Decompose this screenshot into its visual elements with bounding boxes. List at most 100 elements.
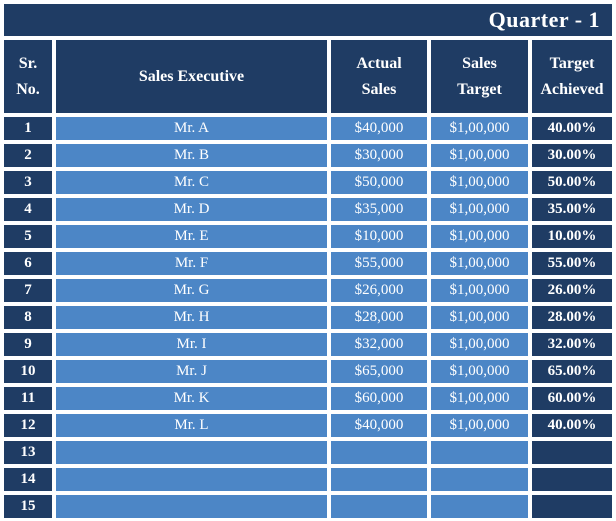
cell-target-achieved[interactable]: 35.00% — [532, 198, 613, 221]
cell-sr[interactable]: 15 — [4, 495, 52, 518]
cell-sr[interactable]: 5 — [4, 225, 52, 248]
cell-sr[interactable]: 8 — [4, 306, 52, 329]
cell-actual-sales[interactable] — [331, 468, 427, 491]
cell-actual-sales[interactable]: $65,000 — [331, 360, 427, 383]
cell-sales-target[interactable] — [431, 441, 528, 464]
cell-sales-target[interactable]: $1,00,000 — [431, 414, 528, 437]
cell-actual-sales[interactable]: $30,000 — [331, 144, 427, 167]
cell-sr[interactable]: 3 — [4, 171, 52, 194]
cell-sales-target[interactable]: $1,00,000 — [431, 144, 528, 167]
table-row: 9 Mr. I $32,000 $1,00,000 32.00% — [4, 333, 613, 356]
cell-executive[interactable]: Mr. L — [56, 414, 327, 437]
cell-actual-sales[interactable]: $10,000 — [331, 225, 427, 248]
header-sales-target: Sales Target — [431, 40, 528, 113]
cell-executive[interactable]: Mr. C — [56, 171, 327, 194]
header-actual-line1: Actual — [356, 54, 402, 72]
header-target-line2: Target — [457, 80, 502, 98]
cell-target-achieved[interactable]: 10.00% — [532, 225, 613, 248]
cell-target-achieved[interactable]: 50.00% — [532, 171, 613, 194]
cell-target-achieved[interactable] — [532, 468, 613, 491]
cell-sr[interactable]: 7 — [4, 279, 52, 302]
cell-sr[interactable]: 2 — [4, 144, 52, 167]
table-row: 15 — [4, 495, 613, 518]
cell-target-achieved[interactable]: 28.00% — [532, 306, 613, 329]
cell-target-achieved[interactable]: 40.00% — [532, 414, 613, 437]
cell-executive[interactable]: Mr. G — [56, 279, 327, 302]
cell-sr[interactable]: 9 — [4, 333, 52, 356]
cell-executive[interactable]: Mr. F — [56, 252, 327, 275]
cell-executive[interactable] — [56, 468, 327, 491]
table-row: 7 Mr. G $26,000 $1,00,000 26.00% — [4, 279, 613, 302]
table-row: 5 Mr. E $10,000 $1,00,000 10.00% — [4, 225, 613, 248]
cell-target-achieved[interactable]: 30.00% — [532, 144, 613, 167]
cell-sales-target[interactable]: $1,00,000 — [431, 198, 528, 221]
cell-sales-target[interactable] — [431, 495, 528, 518]
table-row: 10 Mr. J $65,000 $1,00,000 65.00% — [4, 360, 613, 383]
cell-sr[interactable]: 12 — [4, 414, 52, 437]
cell-actual-sales[interactable]: $28,000 — [331, 306, 427, 329]
cell-executive[interactable]: Mr. A — [56, 117, 327, 140]
header-target-achieved: Target Achieved — [532, 40, 613, 113]
title-row: Quarter - 1 — [4, 4, 613, 36]
cell-actual-sales[interactable]: $55,000 — [331, 252, 427, 275]
cell-actual-sales[interactable]: $60,000 — [331, 387, 427, 410]
cell-actual-sales[interactable]: $32,000 — [331, 333, 427, 356]
cell-executive[interactable] — [56, 495, 327, 518]
cell-target-achieved[interactable]: 26.00% — [532, 279, 613, 302]
cell-target-achieved[interactable]: 55.00% — [532, 252, 613, 275]
cell-sales-target[interactable]: $1,00,000 — [431, 225, 528, 248]
cell-sr[interactable]: 10 — [4, 360, 52, 383]
cell-actual-sales[interactable]: $40,000 — [331, 414, 427, 437]
cell-actual-sales[interactable] — [331, 441, 427, 464]
sheet-title: Quarter - 1 — [4, 4, 613, 36]
cell-actual-sales[interactable]: $26,000 — [331, 279, 427, 302]
cell-sales-target[interactable]: $1,00,000 — [431, 333, 528, 356]
table-row: 13 — [4, 441, 613, 464]
cell-sales-target[interactable]: $1,00,000 — [431, 171, 528, 194]
cell-sales-target[interactable] — [431, 468, 528, 491]
cell-target-achieved[interactable]: 65.00% — [532, 360, 613, 383]
cell-actual-sales[interactable] — [331, 495, 427, 518]
cell-sales-target[interactable]: $1,00,000 — [431, 252, 528, 275]
cell-sr[interactable]: 6 — [4, 252, 52, 275]
cell-executive[interactable]: Mr. K — [56, 387, 327, 410]
cell-sales-target[interactable]: $1,00,000 — [431, 387, 528, 410]
header-row: Sr. No. Sales Executive Actual Sales Sal… — [4, 40, 613, 113]
table-row: 1 Mr. A $40,000 $1,00,000 40.00% — [4, 117, 613, 140]
cell-sales-target[interactable]: $1,00,000 — [431, 279, 528, 302]
cell-executive[interactable]: Mr. E — [56, 225, 327, 248]
cell-target-achieved[interactable] — [532, 441, 613, 464]
table-row: 2 Mr. B $30,000 $1,00,000 30.00% — [4, 144, 613, 167]
cell-executive[interactable]: Mr. D — [56, 198, 327, 221]
cell-target-achieved[interactable] — [532, 495, 613, 518]
cell-executive[interactable]: Mr. H — [56, 306, 327, 329]
cell-sr[interactable]: 14 — [4, 468, 52, 491]
header-achieved-line1: Target — [549, 54, 595, 72]
table-row: 3 Mr. C $50,000 $1,00,000 50.00% — [4, 171, 613, 194]
header-sales-executive: Sales Executive — [56, 40, 327, 113]
cell-target-achieved[interactable]: 60.00% — [532, 387, 613, 410]
cell-actual-sales[interactable]: $35,000 — [331, 198, 427, 221]
header-achieved-line2: Achieved — [540, 80, 604, 98]
cell-sr[interactable]: 4 — [4, 198, 52, 221]
cell-executive[interactable]: Mr. I — [56, 333, 327, 356]
header-sr-line2: No. — [16, 80, 40, 98]
cell-sales-target[interactable]: $1,00,000 — [431, 360, 528, 383]
cell-actual-sales[interactable]: $50,000 — [331, 171, 427, 194]
cell-executive[interactable]: Mr. J — [56, 360, 327, 383]
cell-actual-sales[interactable]: $40,000 — [331, 117, 427, 140]
cell-executive[interactable]: Mr. B — [56, 144, 327, 167]
table-row: 12 Mr. L $40,000 $1,00,000 40.00% — [4, 414, 613, 437]
cell-executive[interactable] — [56, 441, 327, 464]
cell-sr[interactable]: 13 — [4, 441, 52, 464]
header-sr-line1: Sr. — [18, 54, 38, 72]
cell-target-achieved[interactable]: 32.00% — [532, 333, 613, 356]
cell-sales-target[interactable]: $1,00,000 — [431, 117, 528, 140]
cell-sr[interactable]: 1 — [4, 117, 52, 140]
header-target-line1: Sales — [462, 54, 497, 72]
header-exec-line1: Sales Executive — [138, 67, 245, 85]
cell-sales-target[interactable]: $1,00,000 — [431, 306, 528, 329]
table-row: 6 Mr. F $55,000 $1,00,000 55.00% — [4, 252, 613, 275]
cell-sr[interactable]: 11 — [4, 387, 52, 410]
cell-target-achieved[interactable]: 40.00% — [532, 117, 613, 140]
